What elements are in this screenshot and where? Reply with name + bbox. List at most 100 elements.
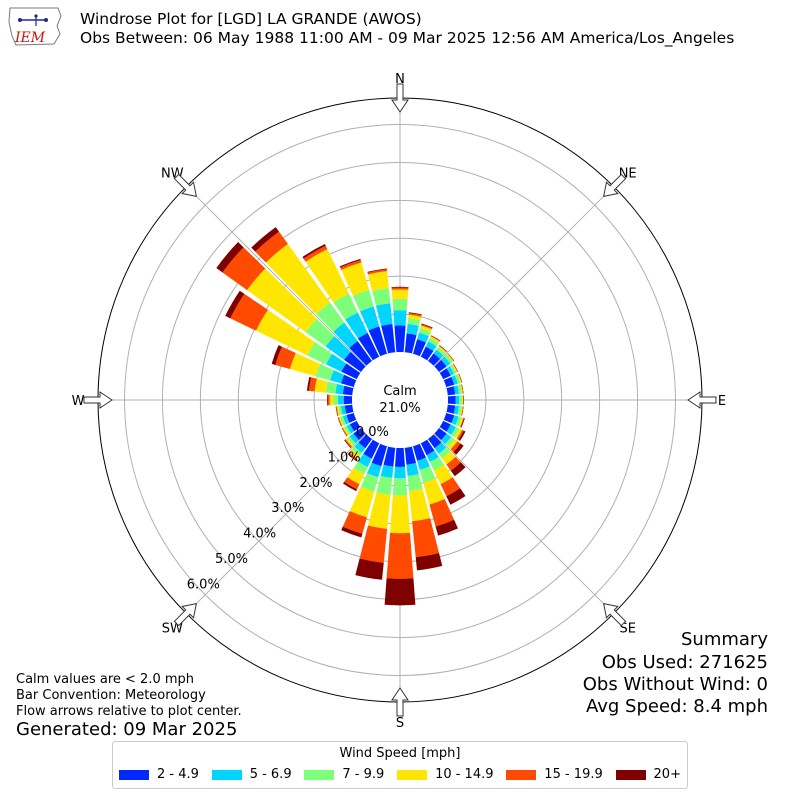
windrose-bar-segment (451, 363, 458, 373)
windrose-bar-segment (404, 333, 417, 354)
windrose-bar-segment (380, 464, 394, 478)
windrose-bar-segment (419, 466, 436, 483)
flow-arrow-shape (687, 391, 717, 409)
legend-label: 15 - 19.9 (544, 767, 603, 782)
radial-tick-label: 6.0% (187, 577, 220, 592)
windrose-bar-segment (391, 287, 409, 290)
windrose-bar-segment (460, 406, 463, 416)
generated-date: Generated: 09 Mar 2025 (16, 719, 238, 740)
grid-ring (161, 161, 639, 639)
windrose-bar-segment (316, 302, 345, 332)
windrose-bar-segment (407, 318, 421, 326)
calm-center (352, 352, 448, 448)
windrose-bar-segment (439, 368, 451, 380)
windrose-bar-segment (337, 417, 342, 427)
flow-arrow-icon (391, 687, 409, 717)
windrose-bar-segment (363, 439, 380, 459)
legend-label: 7 - 9.9 (342, 767, 385, 782)
windrose-bar-segment (384, 578, 416, 606)
legend-swatch (506, 769, 537, 780)
windrose-bar-segment (428, 353, 441, 366)
windrose-bar-segment (255, 309, 315, 356)
windrose-bar-segment (230, 293, 268, 331)
flow-arrow-icon (687, 391, 717, 409)
flow-arrow-shape (391, 687, 409, 717)
windrose-bar-segment (408, 314, 422, 321)
windrose-bar-segment (391, 289, 409, 300)
windrose-bar-segment (338, 405, 343, 416)
summary-avg-speed: Avg Speed: 8.4 mph (586, 696, 768, 717)
windrose-bar-segment (390, 495, 410, 534)
legend-label: 20+ (653, 767, 681, 782)
windrose-bar-segment (341, 427, 347, 437)
legend-item: 15 - 19.9 (506, 767, 603, 782)
windrose-bar-segment (461, 384, 464, 394)
windrose-bar-segment (375, 303, 393, 326)
windrose-bar-segment (349, 420, 361, 432)
chart-title: Windrose Plot for [LGD] LA GRANDE (AWOS) (80, 10, 422, 28)
windrose-bar-segment (458, 373, 462, 383)
windrose-bar-segment (456, 429, 464, 440)
windrose-bar-segment (333, 293, 358, 320)
windrose-bar-segment (327, 394, 330, 406)
windrose-bar-segment (449, 364, 457, 374)
windrose-bar-segment (446, 366, 455, 376)
grid-spoke (433, 186, 614, 367)
summary-heading: Summary (681, 629, 768, 650)
radial-tick-label: 2.0% (299, 476, 332, 491)
windrose-bar-segment (418, 328, 431, 337)
windrose-bar-segment (333, 322, 358, 349)
windrose-bar-segment (383, 446, 396, 467)
windrose-bar-segment (450, 441, 461, 453)
windrose-bar-segment (444, 354, 453, 364)
flow-arrow-shape (391, 83, 409, 113)
windrose-bar-segment (347, 453, 357, 462)
windrose-bar-segment (447, 353, 455, 362)
windrose-bar-segment (428, 434, 442, 449)
windrose-bar-segment (355, 558, 384, 580)
windrose-bar-segment (372, 288, 391, 306)
windrose-bar-segment (347, 436, 356, 446)
windrose-bar-segment (325, 336, 351, 360)
compass-label: W (72, 394, 85, 409)
windrose-bar-segment (336, 406, 339, 416)
windrose-bar-segment (429, 456, 445, 471)
windrose-bar-segment (345, 312, 368, 339)
windrose-bar-segment (341, 374, 357, 388)
flow-arrow-icon (603, 173, 627, 197)
windrose-bar-segment (330, 370, 345, 384)
grid-spoke (186, 186, 367, 367)
windrose-bar-segment (459, 395, 463, 405)
windrose-bar-segment (420, 324, 433, 330)
legend-swatch (211, 769, 242, 780)
windrose-bar-segment (441, 451, 456, 465)
legend-swatch (119, 769, 149, 780)
windrose-bar-segment (367, 268, 387, 273)
windrose-bar-segment (357, 332, 380, 361)
windrose-bar-segment (404, 446, 417, 465)
windrose-bar-segment (445, 436, 455, 447)
flow-arrow-shape (603, 173, 627, 197)
windrose-bar-segment (225, 290, 245, 319)
windrose-bar-segment (453, 385, 460, 395)
windrose-bar-segment (454, 374, 461, 384)
legend: Wind Speed [mph] 2 - 4.9 5 - 6.9 7 - 9.9 10… (112, 741, 688, 789)
windrose-bar-segment (446, 404, 456, 414)
summary-obs-without-wind: Obs Without Wind: 0 (582, 674, 768, 695)
windrose-bar-segment (251, 227, 280, 252)
windrose-bar-segment (461, 395, 464, 405)
windrose-bar-segment (406, 463, 419, 477)
windrose-bar-segment (360, 473, 379, 492)
windrose-bar-segment (458, 430, 466, 441)
windrose-bar-segment (340, 259, 362, 270)
windrose-bar-segment (342, 415, 350, 425)
windrose-bar-segment (315, 363, 334, 381)
windrose-bar-segment (447, 395, 456, 405)
windrose-bar-segment (326, 394, 328, 406)
windrose-bar-segment (420, 439, 435, 456)
legend-item: 20+ (615, 767, 681, 782)
legend-label: 5 - 6.9 (249, 767, 292, 782)
windrose-bar-segment (453, 405, 460, 415)
windrose-bar-segment (447, 439, 458, 450)
windrose-bar-segment (433, 349, 444, 359)
